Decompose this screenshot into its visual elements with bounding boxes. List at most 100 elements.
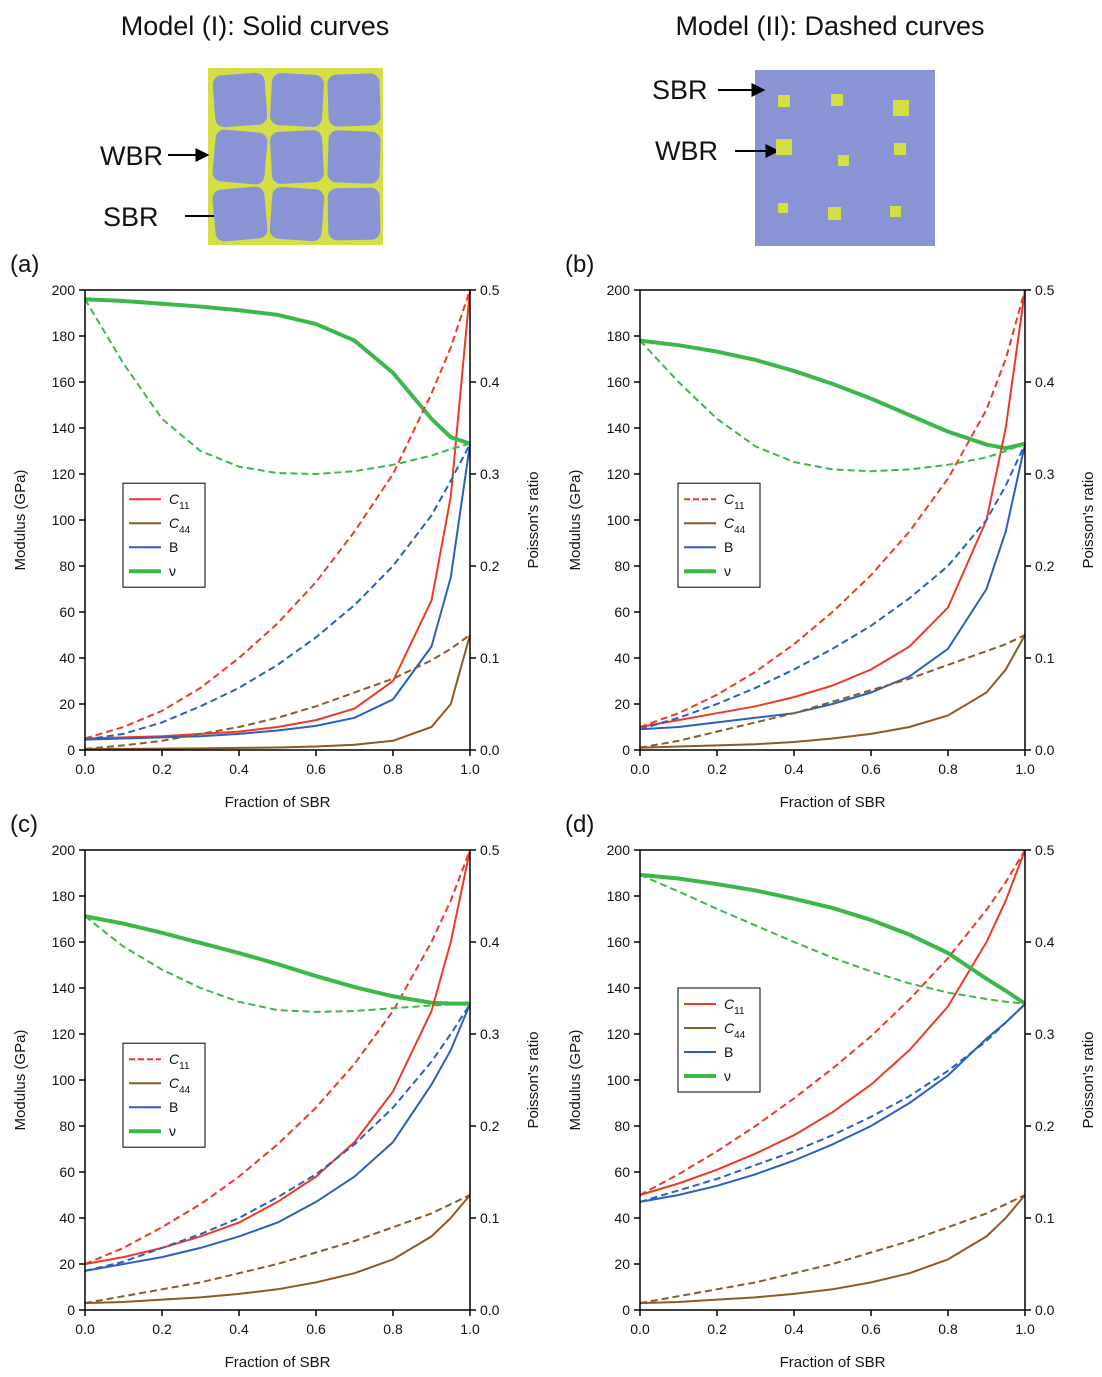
legend-label: C44 xyxy=(169,515,191,536)
series-line xyxy=(84,443,471,741)
diagram-title: Model (I): Solid curves xyxy=(121,11,390,41)
sbr-inclusion xyxy=(890,206,901,217)
sbr-inclusion xyxy=(778,95,790,107)
y-tick-label: 180 xyxy=(52,328,76,344)
series-line xyxy=(639,1194,1026,1305)
y-tick-label: 120 xyxy=(607,1026,631,1042)
y-tick-label: 100 xyxy=(607,512,631,528)
y-tick-label: 60 xyxy=(59,1164,75,1180)
wbr-grain xyxy=(212,72,268,128)
series-line xyxy=(84,1194,471,1305)
y-tick-label: 0 xyxy=(622,1302,630,1318)
y2-tick-label: 0.5 xyxy=(1035,842,1055,858)
y2-tick-label: 0.5 xyxy=(1035,282,1055,298)
panel-label: (b) xyxy=(565,251,594,278)
series-line xyxy=(639,872,1027,1006)
y-tick-label: 80 xyxy=(614,558,630,574)
chart-panel: (b) Fraction of SBR Modulus (GPa) Poisson's… xyxy=(565,251,1097,811)
series-line xyxy=(84,1003,471,1272)
y2-tick-label: 0.4 xyxy=(1035,934,1055,950)
y-tick-label: 0 xyxy=(622,742,630,758)
y2-tick-label: 0.3 xyxy=(480,466,500,482)
x-tick-label: 0.8 xyxy=(383,761,403,777)
phase-label: SBR xyxy=(652,75,708,105)
x-tick-label: 0.0 xyxy=(630,761,650,777)
wbr-grain xyxy=(270,73,324,127)
series-line xyxy=(84,1003,471,1272)
y-axis-label: Modulus (GPa) xyxy=(12,1030,29,1131)
y-tick-label: 60 xyxy=(614,604,630,620)
y-tick-label: 200 xyxy=(607,842,631,858)
y-tick-label: 100 xyxy=(607,1072,631,1088)
y-tick-label: 80 xyxy=(59,558,75,574)
x-tick-label: 0.0 xyxy=(75,761,95,777)
sbr-inclusion xyxy=(778,203,788,213)
x-tick-label: 1.0 xyxy=(460,1321,480,1337)
x-tick-label: 0.2 xyxy=(707,761,727,777)
y2-tick-label: 0.1 xyxy=(1035,650,1055,666)
y-tick-label: 20 xyxy=(614,1256,630,1272)
sbr-inclusion xyxy=(776,139,792,155)
legend-label: C11 xyxy=(169,1051,190,1072)
y2-tick-label: 0.1 xyxy=(1035,1210,1055,1226)
x-tick-label: 0.8 xyxy=(383,1321,403,1337)
y-tick-label: 40 xyxy=(614,1210,630,1226)
y2-tick-label: 0.0 xyxy=(480,742,500,758)
y2-tick-label: 0.0 xyxy=(1035,1302,1055,1318)
y2-tick-label: 0.4 xyxy=(1035,374,1055,390)
y-tick-label: 20 xyxy=(59,1256,75,1272)
y-tick-label: 140 xyxy=(607,420,631,436)
y-tick-label: 200 xyxy=(52,282,76,298)
x-tick-label: 1.0 xyxy=(1015,761,1035,777)
wbr-grain xyxy=(212,186,268,242)
series-line xyxy=(84,443,471,741)
y-tick-label: 40 xyxy=(614,650,630,666)
x-tick-label: 0.4 xyxy=(229,1321,249,1337)
legend-label: C11 xyxy=(169,491,190,512)
y-tick-label: 0 xyxy=(67,1302,75,1318)
plot-frame xyxy=(639,849,1026,1311)
series-line xyxy=(639,849,1026,1196)
series-line xyxy=(84,914,470,1006)
legend-label: ν xyxy=(724,563,731,579)
y-tick-label: 140 xyxy=(52,980,76,996)
phase-label: SBR xyxy=(103,202,159,232)
series-line xyxy=(639,443,1026,731)
y-axis-label: Modulus (GPa) xyxy=(12,470,29,571)
x-tick-label: 1.0 xyxy=(1015,1321,1035,1337)
panel-label: (a) xyxy=(10,251,39,278)
chart-panel: (d) Fraction of SBR Modulus (GPa) Poisson's… xyxy=(565,811,1097,1371)
chart-panel: (c) Fraction of SBR Modulus (GPa) Poisson's… xyxy=(10,811,542,1371)
y-tick-label: 20 xyxy=(59,696,75,712)
series-line xyxy=(85,634,471,750)
x-tick-label: 0.2 xyxy=(707,1321,727,1337)
x-tick-label: 0.8 xyxy=(938,1321,958,1337)
x-tick-label: 0.6 xyxy=(861,761,881,777)
series-line xyxy=(639,338,1026,451)
y-tick-label: 140 xyxy=(607,980,631,996)
y-tick-label: 180 xyxy=(52,888,76,904)
x-tick-label: 0.4 xyxy=(784,1321,804,1337)
legend-label: C11 xyxy=(724,996,745,1017)
wbr-grain xyxy=(327,73,381,127)
chart-panel: (a) Fraction of SBR Modulus (GPa) Poisson's… xyxy=(10,251,542,811)
y-tick-label: 80 xyxy=(614,1118,630,1134)
y-tick-label: 140 xyxy=(52,420,76,436)
y-tick-label: 120 xyxy=(52,466,76,482)
legend-label: C11 xyxy=(724,491,745,512)
y-tick-label: 80 xyxy=(59,1118,75,1134)
wbr-grain xyxy=(212,129,268,185)
wbr-grain xyxy=(270,130,324,184)
series-line xyxy=(84,289,471,740)
y2-tick-label: 0.3 xyxy=(1035,466,1055,482)
series-line xyxy=(639,443,1026,731)
y-tick-label: 160 xyxy=(52,934,76,950)
y-tick-label: 120 xyxy=(52,1026,76,1042)
y2-tick-label: 0.2 xyxy=(1035,1118,1055,1134)
legend-label: C44 xyxy=(724,515,746,536)
x-tick-label: 1.0 xyxy=(460,761,480,777)
legend-label: ν xyxy=(169,1123,176,1139)
diagram-title: Model (II): Dashed curves xyxy=(675,11,984,41)
legend-label: ν xyxy=(169,563,176,579)
